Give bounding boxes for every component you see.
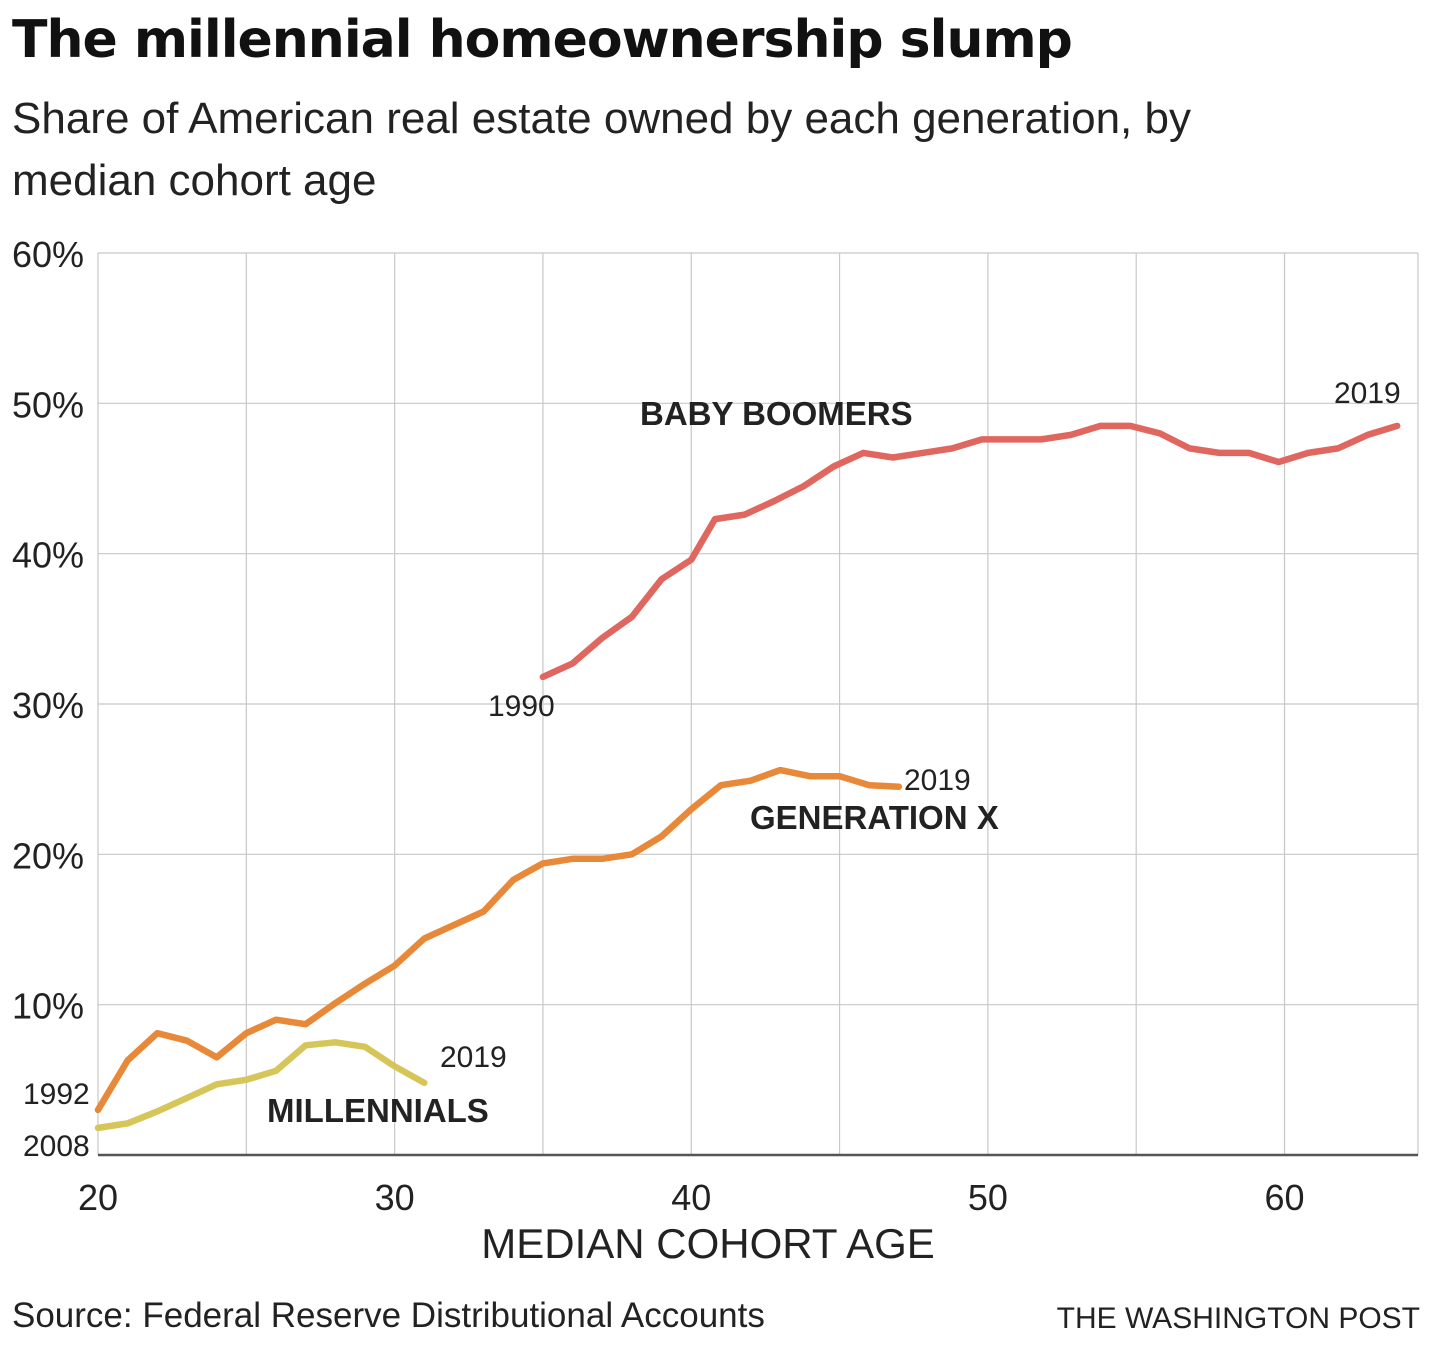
x-axis-title: MEDIAN COHORT AGE [481, 1220, 935, 1267]
x-tick-label: 60 [1264, 1177, 1304, 1218]
y-tick-label: 40% [12, 535, 84, 576]
axes: 10% 20% 30% 40% 50% 60% 20 30 40 50 60 MEDIAN COHOR… [12, 234, 1418, 1267]
series-line [94, 766, 903, 1114]
year-label: 2019 [440, 1041, 507, 1074]
year-label: 2019 [904, 764, 971, 797]
series-label: BABY BOOMERS [640, 395, 913, 432]
y-tick-label: 20% [12, 835, 84, 876]
chart-subtitle: Share of American real estate owned by e… [12, 94, 1191, 205]
source-note: Source: Federal Reserve Distributional A… [12, 1296, 765, 1335]
x-tick-label: 30 [375, 1177, 415, 1218]
series-lines [94, 422, 1401, 1132]
annotations: BABY BOOMERS GENERATION X MILLENNIALS 1990 2… [23, 377, 1401, 1163]
year-label: 1990 [488, 690, 555, 723]
y-tick-label: 50% [12, 384, 84, 425]
grid-lines [97, 252, 1419, 1155]
publisher-credit: THE WASHINGTON POST [1056, 1302, 1420, 1335]
series-label: GENERATION X [750, 799, 999, 836]
y-tick-label: 30% [12, 685, 84, 726]
chart-title: The millennial homeownership slump [12, 10, 1073, 70]
x-tick-label: 20 [78, 1177, 118, 1218]
x-tick-label: 50 [968, 1177, 1008, 1218]
line-chart: 10% 20% 30% 40% 50% 60% 20 30 40 50 60 MEDIAN COHOR… [12, 234, 1419, 1267]
series-line [94, 1039, 428, 1132]
year-label: 1992 [23, 1078, 90, 1111]
year-label: 2019 [1334, 377, 1401, 410]
y-tick-label: 10% [12, 986, 84, 1027]
y-tick-label: 60% [12, 234, 84, 275]
x-tick-label: 40 [671, 1177, 711, 1218]
series-line [539, 422, 1401, 681]
series-label: MILLENNIALS [267, 1092, 489, 1129]
year-label: 2008 [23, 1130, 90, 1163]
